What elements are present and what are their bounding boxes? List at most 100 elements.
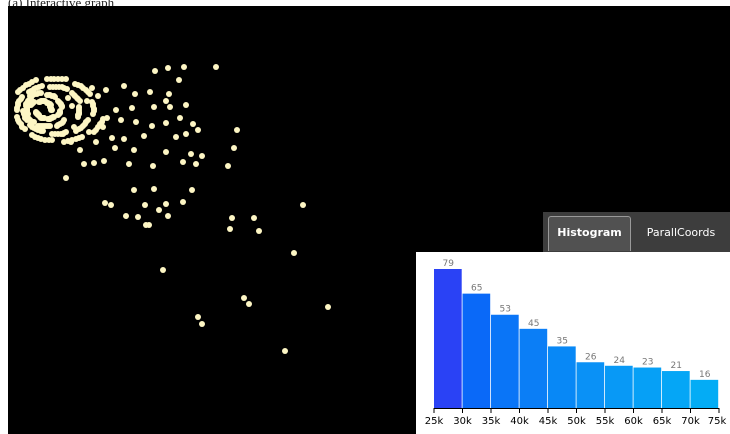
histogram-bar[interactable]: [519, 328, 548, 408]
graph-node[interactable]: [163, 149, 169, 155]
graph-node[interactable]: [42, 137, 48, 143]
graph-node[interactable]: [163, 120, 169, 126]
graph-node[interactable]: [135, 214, 141, 220]
graph-node[interactable]: [131, 147, 137, 153]
graph-node[interactable]: [123, 213, 129, 219]
graph-node[interactable]: [146, 222, 152, 228]
graph-node[interactable]: [27, 102, 33, 108]
graph-node[interactable]: [282, 348, 288, 354]
graph-node[interactable]: [177, 115, 183, 121]
graph-node[interactable]: [246, 301, 252, 307]
graph-node[interactable]: [188, 151, 194, 157]
graph-node[interactable]: [36, 84, 42, 90]
graph-node[interactable]: [61, 139, 67, 145]
graph-node[interactable]: [63, 129, 69, 135]
graph-node[interactable]: [36, 99, 42, 105]
graph-node[interactable]: [165, 65, 171, 71]
graph-node[interactable]: [149, 123, 155, 129]
graph-node[interactable]: [121, 83, 127, 89]
histogram-bar[interactable]: [548, 346, 576, 408]
graph-node[interactable]: [229, 215, 235, 221]
graph-node[interactable]: [100, 124, 106, 130]
graph-node[interactable]: [225, 163, 231, 169]
graph-node[interactable]: [55, 76, 61, 82]
graph-node[interactable]: [256, 228, 262, 234]
graph-node[interactable]: [325, 304, 331, 310]
graph-node[interactable]: [112, 145, 118, 151]
graph-node[interactable]: [195, 127, 201, 133]
graph-node[interactable]: [141, 133, 147, 139]
graph-node[interactable]: [38, 136, 44, 142]
graph-node[interactable]: [64, 86, 70, 92]
graph-node[interactable]: [71, 124, 77, 130]
graph-node[interactable]: [234, 127, 240, 133]
graph-node[interactable]: [33, 77, 39, 83]
graph-node[interactable]: [84, 98, 90, 104]
graph-node[interactable]: [142, 202, 148, 208]
graph-node[interactable]: [51, 76, 57, 82]
graph-node[interactable]: [63, 175, 69, 181]
graph-node[interactable]: [102, 200, 108, 206]
graph-node[interactable]: [59, 84, 65, 90]
graph-node[interactable]: [23, 103, 29, 109]
graph-node[interactable]: [93, 127, 99, 133]
graph-node[interactable]: [90, 111, 96, 117]
graph-node[interactable]: [163, 98, 169, 104]
graph-node[interactable]: [167, 104, 173, 110]
graph-node[interactable]: [129, 105, 135, 111]
graph-node[interactable]: [190, 121, 196, 127]
tab-parallcoords[interactable]: ParallCoords: [646, 226, 716, 239]
histogram-bar[interactable]: [662, 371, 690, 408]
graph-node[interactable]: [133, 119, 139, 125]
graph-node[interactable]: [231, 145, 237, 151]
graph-node[interactable]: [109, 135, 115, 141]
graph-node[interactable]: [193, 161, 199, 167]
graph-node[interactable]: [183, 131, 189, 137]
graph-node[interactable]: [75, 82, 81, 88]
graph-node[interactable]: [44, 100, 50, 106]
graph-node[interactable]: [49, 137, 55, 143]
histogram-bar[interactable]: [491, 314, 519, 408]
graph-node[interactable]: [118, 117, 124, 123]
graph-node[interactable]: [91, 106, 97, 112]
graph-node[interactable]: [65, 95, 71, 101]
graph-node[interactable]: [76, 104, 82, 110]
graph-node[interactable]: [81, 161, 87, 167]
graph-node[interactable]: [93, 139, 99, 145]
graph-node[interactable]: [39, 83, 45, 89]
graph-node[interactable]: [86, 129, 92, 135]
graph-node[interactable]: [173, 134, 179, 140]
graph-node[interactable]: [79, 134, 85, 140]
histogram-bar[interactable]: [576, 362, 605, 408]
graph-node[interactable]: [183, 102, 189, 108]
graph-node[interactable]: [181, 64, 187, 70]
graph-node[interactable]: [69, 103, 75, 109]
graph-node[interactable]: [27, 93, 33, 99]
graph-node[interactable]: [151, 104, 157, 110]
graph-node[interactable]: [44, 76, 50, 82]
graph-node[interactable]: [251, 215, 257, 221]
graph-node[interactable]: [89, 99, 95, 105]
graph-node[interactable]: [63, 76, 69, 82]
graph-node[interactable]: [213, 64, 219, 70]
graph-node[interactable]: [199, 321, 205, 327]
graph-node[interactable]: [99, 119, 105, 125]
graph-node[interactable]: [65, 138, 71, 144]
graph-node[interactable]: [56, 84, 62, 90]
graph-node[interactable]: [14, 107, 20, 113]
graph-node[interactable]: [132, 91, 138, 97]
graph-node[interactable]: [47, 84, 53, 90]
graph-node[interactable]: [53, 84, 59, 90]
graph-node[interactable]: [50, 84, 56, 90]
graph-node[interactable]: [83, 87, 89, 93]
graph-node[interactable]: [95, 93, 101, 99]
graph-node[interactable]: [15, 89, 21, 95]
graph-node[interactable]: [85, 117, 91, 123]
graph-node[interactable]: [180, 159, 186, 165]
graph-node[interactable]: [165, 213, 171, 219]
graph-node[interactable]: [166, 91, 172, 97]
graph-node[interactable]: [36, 112, 42, 118]
graph-node[interactable]: [31, 119, 37, 125]
histogram-bar[interactable]: [633, 367, 662, 408]
graph-node[interactable]: [101, 158, 107, 164]
